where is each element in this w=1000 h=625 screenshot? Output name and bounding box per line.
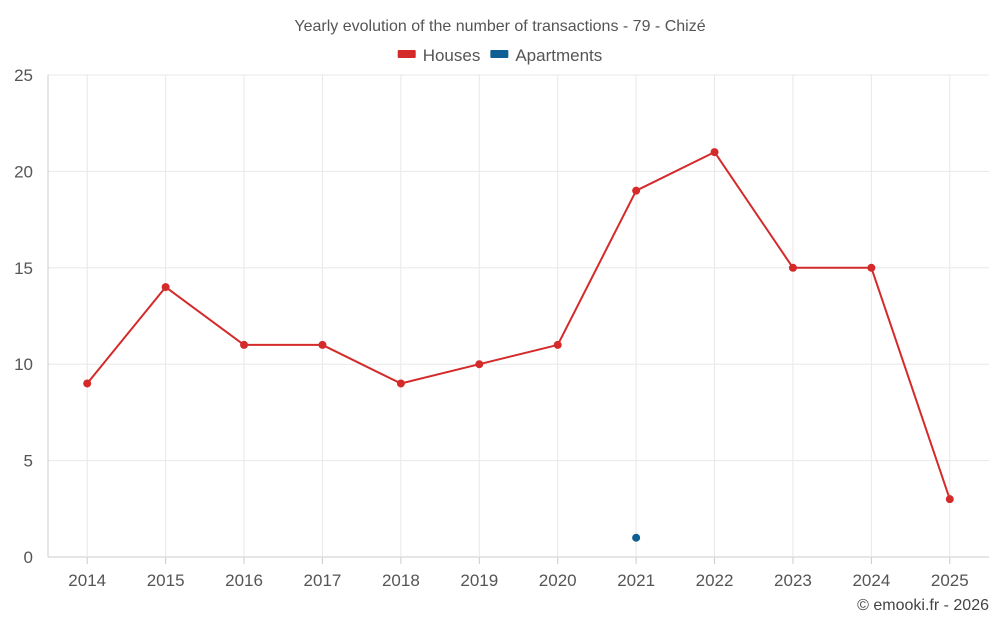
x-tick-label: 2022: [696, 571, 734, 590]
legend-label: Houses: [423, 46, 481, 65]
data-point-houses-2016[interactable]: [240, 340, 249, 349]
data-point-apartments-2021[interactable]: [632, 533, 641, 542]
x-tick-label: 2025: [931, 571, 969, 590]
x-tick-label: 2018: [382, 571, 420, 590]
x-gridlines: [47, 75, 951, 564]
data-point-houses-2020[interactable]: [553, 340, 562, 349]
series-group: [83, 148, 954, 542]
legend-swatch: [397, 50, 416, 58]
legend-item-apartments[interactable]: Apartments: [490, 46, 602, 65]
y-tick-label: 0: [24, 548, 33, 567]
series-line-houses: [86, 151, 951, 500]
y-tick-label: 25: [14, 66, 33, 85]
x-tick-label: 2023: [774, 571, 812, 590]
legend-item-houses[interactable]: Houses: [397, 46, 481, 65]
x-tick-label: 2021: [617, 571, 655, 590]
x-tick-label: 2024: [852, 571, 890, 590]
data-point-houses-2023[interactable]: [788, 263, 797, 272]
data-point-houses-2025[interactable]: [945, 495, 954, 504]
data-point-houses-2024[interactable]: [867, 263, 876, 272]
data-point-houses-2018[interactable]: [396, 379, 405, 388]
data-point-houses-2017[interactable]: [318, 340, 327, 349]
x-tick-label: 2015: [147, 571, 185, 590]
data-point-houses-2019[interactable]: [475, 360, 484, 369]
y-tick-label: 15: [14, 259, 33, 278]
x-tick-label: 2020: [539, 571, 577, 590]
legend: Houses Apartments: [397, 46, 602, 65]
legend-label: Apartments: [515, 46, 602, 65]
x-tick-label: 2014: [68, 571, 106, 590]
data-point-houses-2015[interactable]: [161, 283, 170, 292]
y-tick-label: 10: [14, 355, 33, 374]
y-gridlines: [48, 74, 989, 558]
data-point-houses-2014[interactable]: [83, 379, 92, 388]
chart-title: Yearly evolution of the number of transa…: [294, 18, 705, 35]
data-point-houses-2022[interactable]: [710, 148, 719, 157]
x-tick-label: 2016: [225, 571, 263, 590]
y-tick-label: 5: [24, 452, 33, 471]
x-tick-label: 2017: [304, 571, 342, 590]
credit-text: © emooki.fr - 2026: [857, 597, 989, 614]
y-axis-ticks: 0 5 10 15 20 25: [14, 66, 33, 567]
y-tick-label: 20: [14, 162, 33, 181]
data-point-houses-2021[interactable]: [632, 186, 641, 195]
x-tick-label: 2019: [460, 571, 498, 590]
legend-swatch: [490, 50, 509, 58]
x-axis-ticks: 2014 2015 2016 2017 2018 2019 2020 2021 2022 2023…: [68, 571, 968, 590]
